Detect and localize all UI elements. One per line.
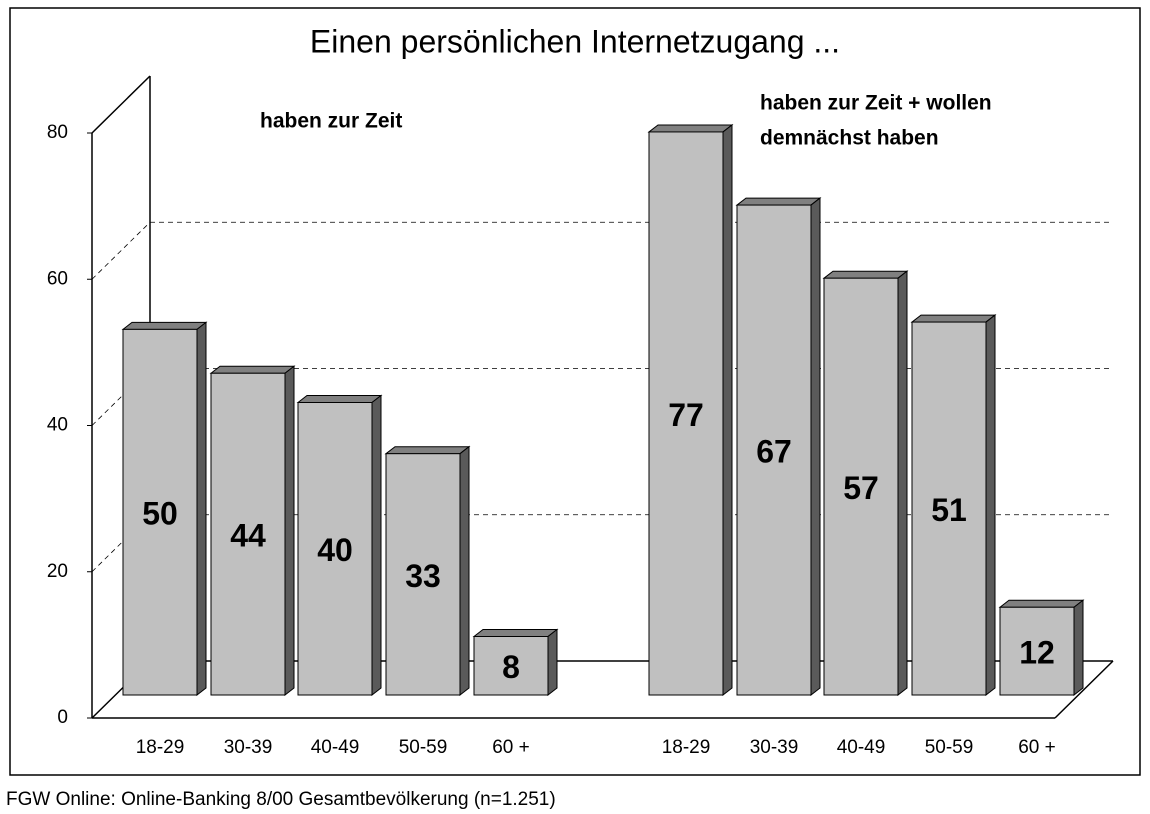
bar (999, 606, 1075, 696)
y-tick-label: 20 (47, 561, 68, 582)
bar-side (810, 197, 821, 697)
bar (911, 321, 987, 696)
group-label: haben zur Zeit (260, 110, 402, 133)
bar-side (371, 394, 382, 697)
bar (210, 372, 286, 696)
y-tick-label: 40 (47, 415, 68, 436)
bar (122, 328, 198, 696)
bar-top (735, 197, 822, 206)
bar-top (296, 395, 383, 403)
x-tick-label: 30-39 (750, 737, 799, 758)
bar (648, 131, 724, 696)
bar-side (897, 270, 908, 697)
group-label: haben zur Zeit + wollen (760, 92, 992, 115)
y-tick-label: 80 (47, 122, 68, 143)
bar (473, 636, 549, 696)
value-label: 40 (317, 532, 353, 568)
chart-title: Einen persönlichen Internetzugang ... (310, 23, 840, 59)
bar-top (822, 270, 909, 279)
x-tick-label: 60 + (1018, 737, 1056, 758)
x-tick-label: 50-59 (925, 737, 974, 758)
x-tick-label: 18-29 (662, 737, 711, 758)
floor-right (1054, 660, 1114, 719)
bar-side (196, 321, 207, 697)
bar (736, 204, 812, 696)
y-tick-label: 60 (47, 268, 68, 289)
bar-top (910, 314, 997, 323)
bar-top (121, 321, 208, 330)
frame (9, 7, 1141, 776)
value-label: 12 (1019, 635, 1055, 671)
group-label: demnächst haben (760, 127, 939, 150)
value-label: 67 (756, 433, 792, 469)
bar-side (985, 314, 996, 697)
bar-side (722, 123, 733, 697)
bar-top (998, 599, 1085, 608)
value-label: 50 (142, 496, 178, 532)
top-edge (91, 75, 151, 134)
bar (823, 277, 899, 696)
value-label: 33 (405, 558, 441, 594)
source-note: FGW Online: Online-Banking 8/00 Gesamtbe… (6, 789, 556, 810)
value-label: 51 (931, 492, 967, 528)
bar-side (1073, 599, 1084, 697)
bar-top (472, 629, 559, 637)
bar (297, 402, 373, 696)
value-label: 8 (502, 649, 520, 685)
x-tick-label: 18-29 (136, 737, 185, 758)
x-tick-label: 30-39 (224, 737, 273, 758)
x-tick-label: 50-59 (399, 737, 448, 758)
bar (385, 453, 461, 696)
x-tick-label: 60 + (492, 737, 530, 758)
bar-top (209, 365, 296, 374)
value-label: 57 (843, 470, 879, 506)
bar-side (284, 365, 295, 697)
y-tick-label: 0 (57, 707, 68, 728)
value-label: 44 (230, 518, 266, 554)
bar-side (459, 445, 470, 697)
grid-line (91, 221, 151, 280)
bar-side (547, 628, 558, 697)
x-tick-label: 40-49 (837, 737, 886, 758)
bar-top (384, 446, 471, 455)
bar-top (647, 124, 734, 133)
value-label: 77 (668, 397, 704, 433)
x-tick-label: 40-49 (311, 737, 360, 758)
